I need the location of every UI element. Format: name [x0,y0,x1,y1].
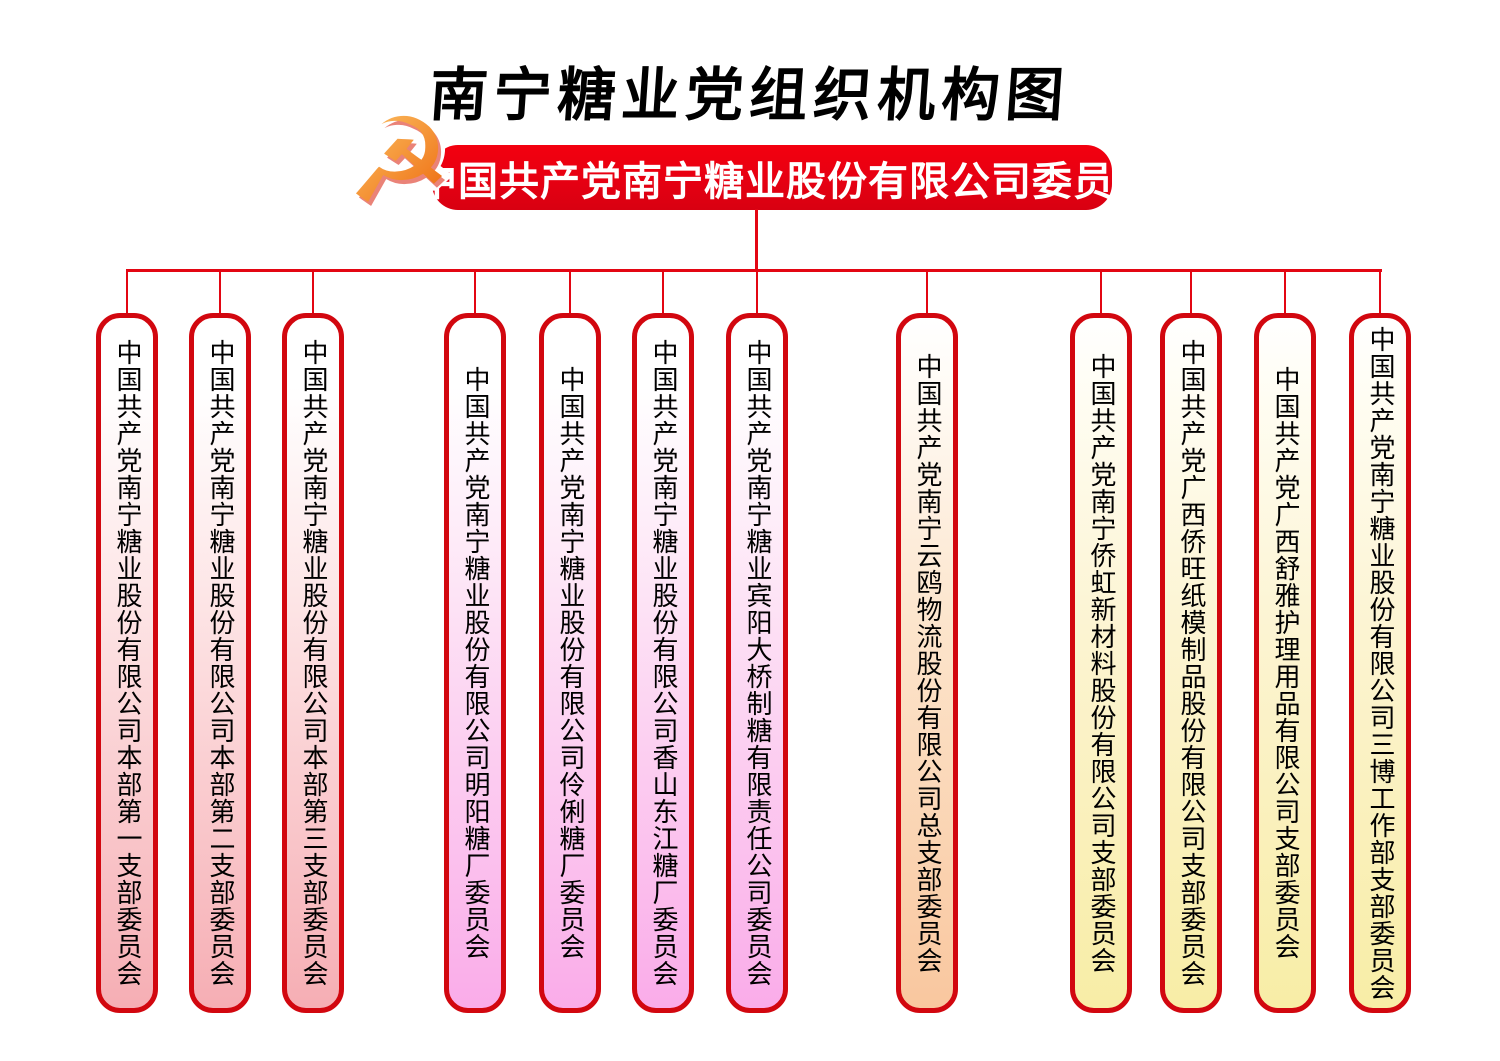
connector-drop [569,269,571,315]
org-branch-label: 中国共产党南宁糖业股份有限公司明阳糖厂委员会 [460,366,490,960]
org-branch-label: 中国共产党南宁糖业股份有限公司本部第二支部委员会 [205,339,235,987]
connector-drop [126,269,128,315]
page-title: 南宁糖业党组织机构图 [427,61,1073,129]
party-emblem-halo: ☭ [334,89,464,233]
org-branch-box: 中国共产党南宁糖业股份有限公司本部第二支部委员会 [189,313,251,1013]
connector-drop [219,269,221,315]
connector-drop [1379,269,1381,315]
org-branch-box: 中国共产党广西侨旺纸模制品股份有限公司支部委员会 [1160,313,1222,1013]
org-branch-box: 中国共产党广西舒雅护理用品有限公司支部委员会 [1254,313,1316,1013]
org-branch-label: 中国共产党南宁侨虹新材料股份有限公司支部委员会 [1086,352,1116,974]
party-emblem-icon: ☭ ☭ [334,89,464,233]
connector-drop [474,269,476,315]
org-branch-label: 中国共产党广西侨旺纸模制品股份有限公司支部委员会 [1176,339,1206,987]
connector-trunk [755,209,758,271]
org-branch-box: 中国共产党南宁糖业股份有限公司明阳糖厂委员会 [444,313,506,1013]
org-branch-box: 中国共产党南宁糖业股份有限公司本部第一支部委员会 [96,313,158,1013]
party-emblem-glyph: ☭ [334,96,464,226]
org-branch-label: 中国共产党广西舒雅护理用品有限公司支部委员会 [1270,366,1300,960]
connector-drop [1190,269,1192,315]
org-branch-box: 中国共产党南宁糖业宾阳大桥制糖有限责任公司委员会 [726,313,788,1013]
org-branch-box: 中国共产党南宁糖业股份有限公司本部第三支部委员会 [282,313,344,1013]
org-branch-box: 中国共产党南宁侨虹新材料股份有限公司支部委员会 [1070,313,1132,1013]
connector-drop [756,269,758,315]
org-branch-box: 中国共产党南宁云鸥物流股份有限公司总支部委员会 [896,313,958,1013]
org-branch-label: 中国共产党南宁糖业宾阳大桥制糖有限责任公司委员会 [742,339,772,987]
connector-drop [926,269,928,315]
org-branch-label: 中国共产党南宁云鸥物流股份有限公司总支部委员会 [912,352,942,974]
root-committee-banner: 中国共产党南宁糖业股份有限公司委员会 [417,145,1154,210]
org-branch-box: 中国共产党南宁糖业股份有限公司香山东江糖厂委员会 [632,313,694,1013]
connector-drop [662,269,664,315]
connector-drop [1100,269,1102,315]
org-branch-label: 中国共产党南宁糖业股份有限公司伶俐糖厂委员会 [555,366,585,960]
connector-drop [1284,269,1286,315]
org-branch-label: 中国共产党南宁糖业股份有限公司本部第三支部委员会 [298,339,328,987]
org-branch-label: 中国共产党南宁糖业股份有限公司三博工作部支部委员会 [1365,325,1395,1001]
connector-drop [312,269,314,315]
org-branch-label: 中国共产党南宁糖业股份有限公司本部第一支部委员会 [112,339,142,987]
org-branch-label: 中国共产党南宁糖业股份有限公司香山东江糖厂委员会 [648,339,678,987]
org-branch-box: 中国共产党南宁糖业股份有限公司伶俐糖厂委员会 [539,313,601,1013]
connector-rail [126,269,1382,272]
root-committee-label: 中国共产党南宁糖业股份有限公司委员会 [417,158,1155,205]
org-branch-box: 中国共产党南宁糖业股份有限公司三博工作部支部委员会 [1349,313,1411,1013]
